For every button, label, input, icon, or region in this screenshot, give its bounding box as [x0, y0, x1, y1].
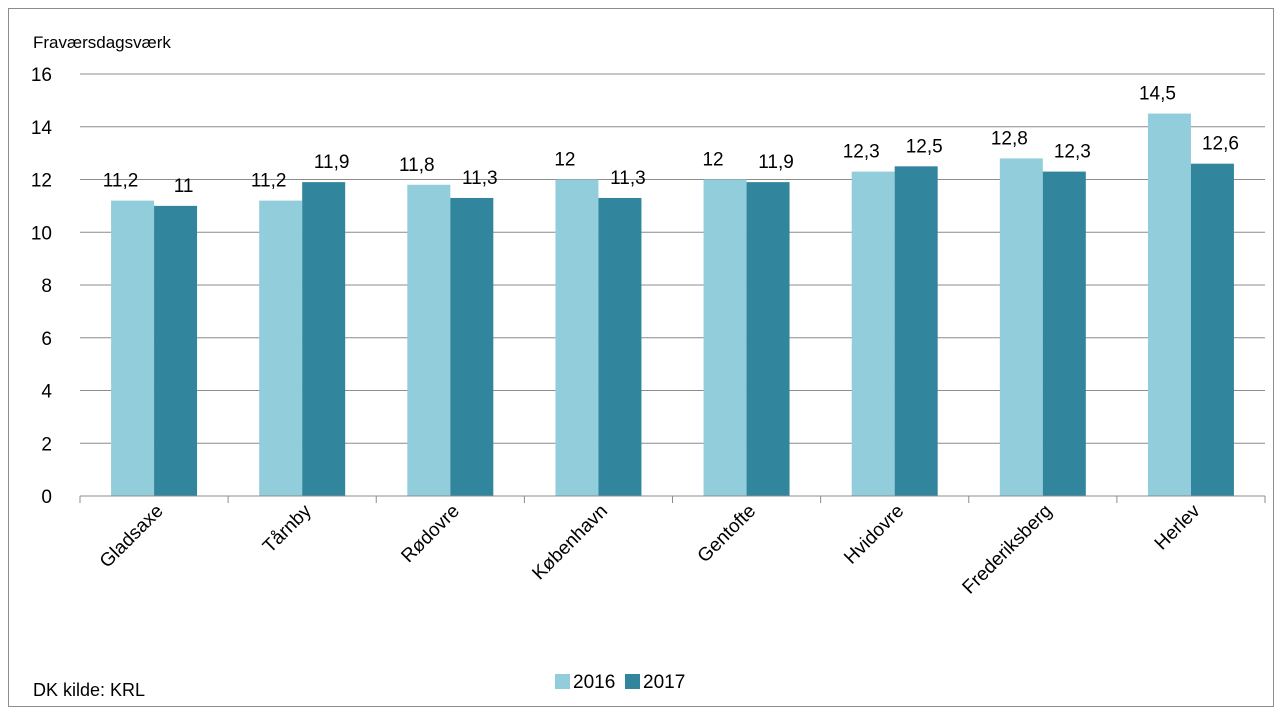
data-labels: 11,2 11 11,2 11,9 11,8 11,3 12 11,3 12 11,9 12,3 12…	[103, 84, 1239, 197]
y-tick-label: 14	[31, 118, 53, 139]
bars	[111, 113, 1234, 497]
data-label: 11,9	[758, 152, 794, 173]
data-label: 11	[174, 176, 194, 197]
legend-label: 2017	[643, 672, 685, 693]
legend-label: 2016	[573, 672, 615, 693]
bar-2017-Rødovre	[450, 197, 494, 496]
bar-2017-Gentofte	[746, 182, 790, 496]
category-label: Rødovre	[397, 501, 463, 567]
bar-2016-Herlev	[1147, 113, 1191, 496]
data-label: 11,9	[314, 152, 350, 173]
data-label: 11,2	[251, 171, 287, 192]
legend-swatch-2017	[625, 674, 640, 689]
category-labels: Gladsaxe Tårnby Rødovre København Gentofte Hv…	[96, 500, 1205, 598]
data-label: 12,3	[1054, 142, 1091, 163]
bar-2016-Frederiksberg	[999, 158, 1043, 496]
legend: 2016 2017	[555, 672, 685, 693]
data-label: 11,2	[103, 171, 139, 192]
y-axis-ticks: 0 2 4 6 8 10 12 14 16	[31, 65, 53, 508]
category-label: Hvidovre	[840, 501, 908, 569]
bar-2017-Frederiksberg	[1042, 171, 1086, 496]
bar-2016-Hvidovre	[851, 171, 895, 496]
y-tick-label: 8	[41, 276, 52, 297]
y-tick-label: 12	[31, 171, 52, 192]
y-tick-label: 6	[41, 329, 52, 350]
data-label: 12	[554, 150, 575, 171]
data-label: 11,3	[462, 168, 498, 189]
data-label: 14,5	[1139, 84, 1176, 105]
data-label: 12,6	[1202, 134, 1239, 155]
gridlines	[80, 73, 1265, 444]
category-label: København	[528, 501, 612, 585]
legend-swatch-2016	[555, 674, 570, 689]
bar-2016-København	[555, 179, 599, 496]
source-note: DK kilde: KRL	[33, 680, 145, 700]
bar-2016-Rødovre	[407, 184, 451, 496]
data-label: 11,8	[399, 155, 435, 176]
x-axis	[79, 495, 1266, 503]
category-label: Tårnby	[259, 500, 316, 557]
data-label: 12,8	[991, 128, 1028, 149]
bar-2016-Gentofte	[703, 179, 747, 496]
category-label: Gladsaxe	[96, 501, 168, 573]
data-label: 12	[702, 150, 723, 171]
category-label: Gentofte	[694, 501, 760, 567]
y-tick-label: 4	[41, 382, 52, 403]
y-tick-label: 2	[41, 434, 52, 455]
y-tick-label: 10	[31, 223, 52, 244]
bar-2016-Tårnby	[259, 200, 303, 496]
category-label: Frederiksberg	[959, 501, 1057, 599]
bar-2017-København	[598, 197, 642, 496]
data-label: 12,5	[906, 136, 943, 157]
bar-2017-Tårnby	[302, 182, 346, 496]
bar-2017-Hvidovre	[894, 166, 938, 496]
data-label: 12,3	[843, 142, 880, 163]
y-axis-title: Fraværsdagsværk	[33, 33, 171, 52]
category-label: Herlev	[1151, 500, 1205, 554]
y-tick-label: 16	[31, 65, 52, 86]
y-tick-label: 0	[41, 487, 52, 508]
bar-2017-Gladsaxe	[154, 205, 198, 496]
data-label: 11,3	[610, 168, 646, 189]
bar-2017-Herlev	[1190, 163, 1234, 497]
bar-2016-Gladsaxe	[111, 200, 155, 496]
